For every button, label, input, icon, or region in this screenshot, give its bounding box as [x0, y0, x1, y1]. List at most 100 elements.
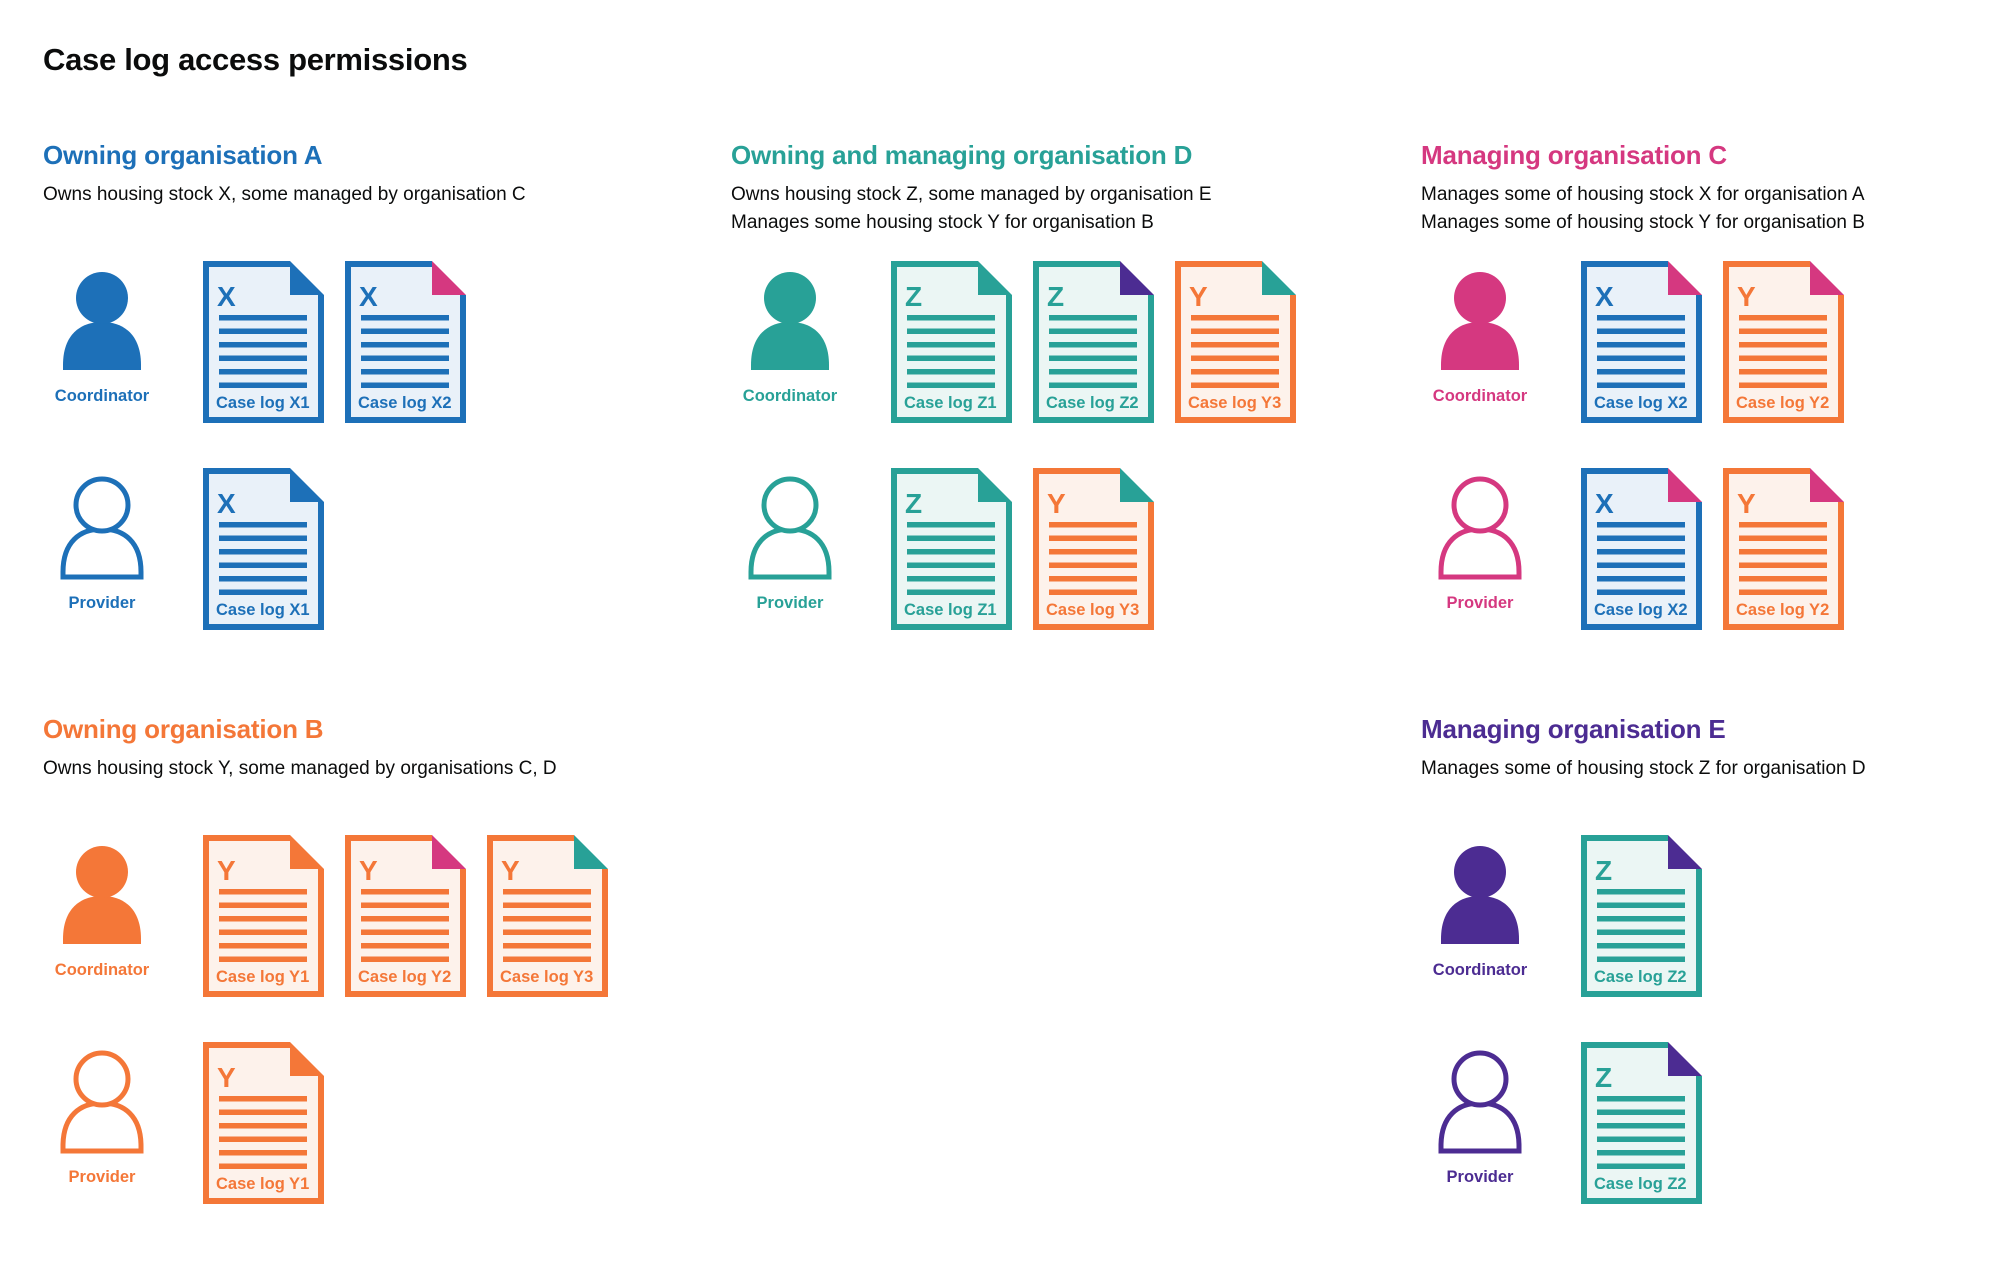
document-border: [1581, 468, 1702, 630]
document-text-line: [219, 522, 307, 528]
document-text-line: [1191, 355, 1279, 361]
section-rows: Coordinator Z Case log Z1 Z Case log Z2 Y Case…: [731, 261, 1421, 630]
case-log-doc-icon: Z Case log Z1: [891, 261, 1012, 423]
document-text-line: [1191, 342, 1279, 348]
stock-letter: Y: [1737, 488, 1756, 519]
document-text-line: [361, 902, 449, 908]
person-body: [751, 322, 829, 370]
case-log-doc-icon: Y Case log Y2: [345, 835, 466, 997]
person-body: [60, 526, 144, 580]
coordinator-icon: [63, 272, 141, 370]
document-border: [1723, 468, 1844, 630]
document-text-line: [1739, 355, 1827, 361]
stock-letter: Z: [1047, 281, 1064, 312]
document-text-line: [361, 355, 449, 361]
document-border: [203, 261, 324, 423]
case-log-label: Case log Y2: [1736, 601, 1829, 619]
document-border: [1581, 835, 1702, 997]
document-text-line: [503, 902, 591, 908]
stock-letter: X: [359, 281, 378, 312]
document-text-line: [1597, 1163, 1685, 1169]
stock-letter: X: [1595, 281, 1614, 312]
section-heading: Managing organisation C: [1421, 140, 1727, 170]
coordinator-icon: [1441, 272, 1519, 370]
description-line: Manages some of housing stock Y for orga…: [1421, 212, 1865, 233]
case-log-document: X Case log X2: [1581, 261, 1702, 423]
description-line: Manages some of housing stock X for orga…: [1421, 184, 1865, 205]
document-text-line: [907, 576, 995, 582]
case-log-label: Case log Y1: [216, 968, 309, 986]
document-text-line: [1049, 342, 1137, 348]
case-log-label: Case log Z2: [1594, 1175, 1687, 1193]
document-border: [345, 835, 466, 997]
stock-letter: Y: [1737, 281, 1756, 312]
document-text-line: [1049, 522, 1137, 528]
case-log-document: X Case log X2: [1581, 468, 1702, 630]
section-heading: Owning and managing organisation D: [731, 140, 1193, 170]
description-line: Owns housing stock Z, some managed by or…: [731, 184, 1212, 205]
person-head: [761, 476, 819, 534]
role-label: Provider: [68, 594, 136, 612]
stock-letter: Z: [905, 281, 922, 312]
document-text-line: [503, 889, 591, 895]
document-fold-corner: [290, 468, 324, 502]
case-log-doc-icon: X Case log X2: [345, 261, 466, 423]
case-log-label: Case log X2: [1594, 601, 1688, 619]
document-text-line: [361, 328, 449, 334]
person-head: [73, 1050, 131, 1108]
section-heading: Owning organisation A: [43, 140, 323, 170]
role-label: Coordinator: [1432, 961, 1528, 979]
document-text-line: [219, 916, 307, 922]
role-label: Coordinator: [54, 387, 150, 405]
case-log-label: Case log Y3: [1188, 394, 1281, 412]
stock-letter: Z: [1595, 1062, 1612, 1093]
document-text-line: [1739, 535, 1827, 541]
document-text-line: [1597, 1150, 1685, 1156]
document-fold-corner: [290, 835, 324, 869]
permission-row: Coordinator Z Case log Z2: [1421, 835, 2000, 997]
document-text-line: [1739, 562, 1827, 568]
document-text-line: [907, 342, 995, 348]
stock-letter: Y: [217, 1062, 236, 1093]
case-log-docs: X Case log X1 X Case log X2: [203, 261, 466, 423]
document-text-line: [219, 1123, 307, 1129]
person-block: Coordinator: [1421, 261, 1539, 406]
document-text-line: [1597, 943, 1685, 949]
document-text-line: [907, 315, 995, 321]
permission-row: Provider X Case log X2 Y Case log Y2: [1421, 468, 2000, 630]
person-block: Provider: [1421, 1042, 1539, 1187]
document-text-line: [219, 1150, 307, 1156]
case-log-label: Case log Y1: [216, 1175, 309, 1193]
case-log-label: Case log Z2: [1046, 394, 1139, 412]
person-body: [1441, 896, 1519, 944]
permission-row: Coordinator X Case log X2 Y Case log Y2: [1421, 261, 2000, 423]
document-text-line: [1049, 369, 1137, 375]
case-log-doc-icon: Y Case log Y1: [203, 1042, 324, 1204]
description-line: Manages some housing stock Y for organis…: [731, 212, 1154, 233]
document-text-line: [503, 916, 591, 922]
document-text-line: [361, 315, 449, 321]
document-border: [1033, 468, 1154, 630]
document-text-line: [503, 943, 591, 949]
document-text-line: [1049, 355, 1137, 361]
case-log-docs: Z Case log Z2: [1581, 835, 1702, 997]
case-log-document: X Case log X1: [203, 468, 324, 630]
case-log-document: Y Case log Y1: [203, 1042, 324, 1204]
stock-letter: Y: [217, 855, 236, 886]
case-log-label: Case log Z1: [904, 601, 997, 619]
case-log-doc-icon: X Case log X2: [1581, 468, 1702, 630]
person-block: Provider: [731, 468, 849, 613]
section-rows: Coordinator X Case log X2 Y Case log Y2 Provi…: [1421, 261, 2000, 630]
document-text-line: [219, 889, 307, 895]
person-body: [1438, 526, 1522, 580]
case-log-doc-icon: Z Case log Z2: [1581, 1042, 1702, 1204]
document-text-line: [361, 342, 449, 348]
case-log-label: Case log X2: [1594, 394, 1688, 412]
document-border: [1581, 1042, 1702, 1204]
permission-row: Coordinator X Case log X1 X Case log X2: [43, 261, 731, 423]
person-block: Provider: [43, 1042, 161, 1187]
document-border: [487, 835, 608, 997]
document-text-line: [1597, 535, 1685, 541]
case-log-document: Y Case log Y1: [203, 835, 324, 997]
document-text-line: [219, 382, 307, 388]
